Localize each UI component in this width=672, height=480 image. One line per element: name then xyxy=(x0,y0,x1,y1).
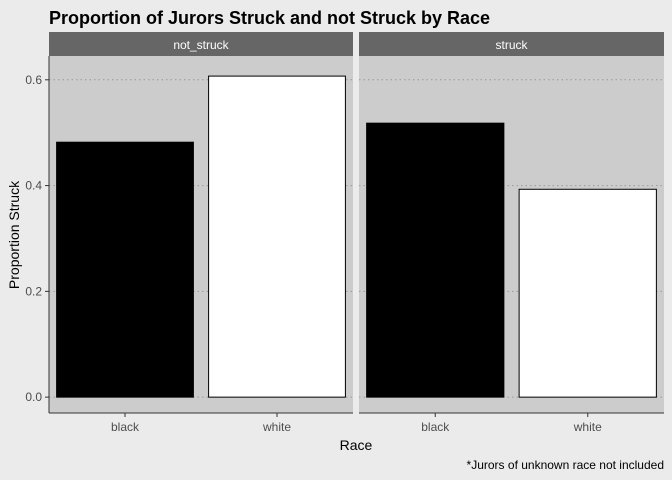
y-tick-label: 0.0 xyxy=(25,390,42,404)
y-tick-label: 0.4 xyxy=(25,179,42,193)
y-axis: 0.0 0.2 0.4 0.6 xyxy=(25,56,50,413)
facet-panels: not_struck struck xyxy=(49,32,664,413)
x-tick-label: black xyxy=(421,420,450,434)
chart-title: Proportion of Jurors Struck and not Stru… xyxy=(49,8,490,28)
facet-strip-label: struck xyxy=(495,38,528,52)
x-axis: black white black white xyxy=(49,412,664,434)
y-tick-label: 0.2 xyxy=(25,284,42,298)
x-tick-label: white xyxy=(262,420,291,434)
facet-strip xyxy=(359,32,664,56)
bar-not_struck-black xyxy=(56,141,194,398)
bar-struck-black xyxy=(366,122,505,398)
x-axis-title: Race xyxy=(340,437,373,453)
x-tick-label: black xyxy=(111,420,140,434)
y-tick-label: 0.6 xyxy=(25,73,42,87)
bar-struck-white xyxy=(518,188,657,398)
bar-not_struck-white xyxy=(208,75,346,398)
chart-caption: *Jurors of unknown race not included xyxy=(467,458,664,472)
x-tick-label: white xyxy=(573,420,602,434)
y-axis-title: Proportion Struck xyxy=(6,180,22,289)
facet-strip-label: not_struck xyxy=(173,38,229,52)
facet-strip xyxy=(49,32,353,56)
